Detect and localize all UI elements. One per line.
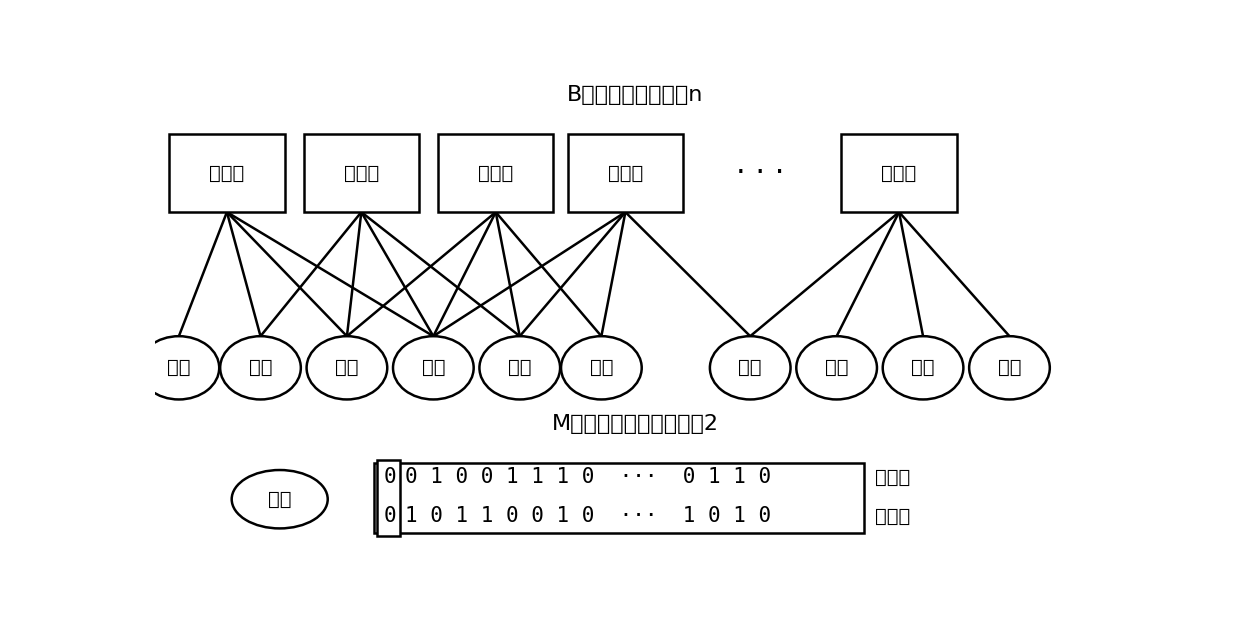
Bar	[439, 134, 554, 212]
Text: M个分子，节点连接度为2: M个分子，节点连接度为2	[551, 414, 719, 434]
Text: 分组码: 分组码	[608, 164, 643, 183]
Ellipse shape	[393, 336, 473, 399]
Ellipse shape	[882, 336, 964, 399]
Bar	[567, 134, 683, 212]
Text: 分组码: 分组码	[209, 164, 244, 183]
Text: 1 0 1 1 0 0 1 0  ···  1 0 1 0: 1 0 1 1 0 0 1 0 ··· 1 0 1 0	[405, 506, 772, 526]
Text: 分组码: 分组码	[343, 164, 379, 183]
Ellipse shape	[561, 336, 642, 399]
Text: 分组码: 分组码	[478, 164, 513, 183]
Ellipse shape	[969, 336, 1049, 399]
Text: 分子: 分子	[249, 358, 273, 377]
Bar	[170, 134, 285, 212]
Text: · · ·: · · ·	[736, 159, 784, 188]
Text: 分组码: 分组码	[881, 164, 917, 183]
Ellipse shape	[139, 336, 219, 399]
Text: 分子: 分子	[421, 358, 445, 377]
Text: 分子: 分子	[508, 358, 532, 377]
Text: 分子: 分子	[997, 358, 1021, 377]
Ellipse shape	[306, 336, 388, 399]
Text: 0 1 0 0 1 1 1 0  ···  0 1 1 0: 0 1 0 0 1 1 1 0 ··· 0 1 1 0	[405, 467, 772, 487]
Text: 分子: 分子	[825, 358, 849, 377]
Text: 0: 0	[384, 506, 396, 526]
Ellipse shape	[797, 336, 877, 399]
Text: 分子: 分子	[268, 490, 291, 509]
Ellipse shape	[479, 336, 560, 399]
Ellipse shape	[232, 470, 327, 528]
Text: 第二层: 第二层	[875, 507, 911, 526]
Text: B个节点，连接度为n: B个节点，连接度为n	[566, 85, 704, 106]
Text: 分子: 分子	[738, 358, 762, 377]
Text: 分子: 分子	[912, 358, 934, 377]
Ellipse shape	[710, 336, 790, 399]
Bar	[841, 134, 957, 212]
Text: 分子: 分子	[167, 358, 191, 377]
Bar	[304, 134, 419, 212]
Text: 分子: 分子	[590, 358, 613, 377]
Text: 0: 0	[384, 467, 396, 487]
Text: 分子: 分子	[336, 358, 358, 377]
Text: 第一层: 第一层	[875, 468, 911, 487]
Bar	[374, 463, 864, 533]
Ellipse shape	[221, 336, 301, 399]
Bar	[377, 460, 400, 536]
